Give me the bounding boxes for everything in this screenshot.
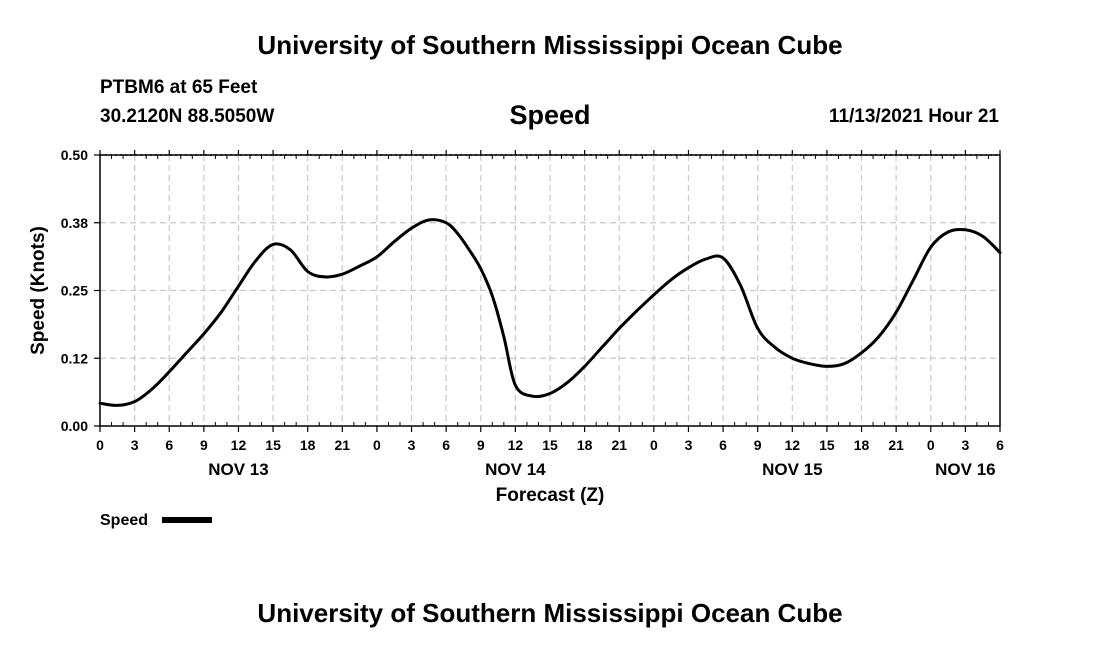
x-tick-label: 0: [927, 437, 935, 453]
x-tick-label: 6: [442, 437, 450, 453]
x-tick-label: 15: [819, 437, 835, 453]
x-tick-label: 18: [300, 437, 316, 453]
legend: Speed: [100, 512, 212, 529]
top-title: University of Southern Mississippi Ocean…: [257, 30, 843, 60]
label-layer: 0 3 6 9 12 15 18 21 0 3 6 9 12 15 18 21 0 3 6 9 12 15 18 21 0 3 6 0…: [61, 147, 1004, 479]
x-tick-label: 0: [373, 437, 381, 453]
x-tick-label: 0: [650, 437, 658, 453]
station-coordinates: 30.2120N 88.5050W: [100, 106, 275, 127]
x-tick-label: 9: [200, 437, 208, 453]
y-tick-label: 0.00: [61, 418, 88, 434]
x-tick-label: 12: [231, 437, 247, 453]
x-tick-label: 3: [685, 437, 693, 453]
day-label: NOV 14: [485, 460, 546, 479]
x-tick-label: 3: [131, 437, 139, 453]
x-tick-label: 0: [96, 437, 104, 453]
legend-swatch-speed: [162, 517, 212, 523]
x-tick-label: 3: [408, 437, 416, 453]
x-tick-label: 3: [961, 437, 969, 453]
y-tick-label: 0.50: [61, 147, 88, 163]
bottom-title: University of Southern Mississippi Ocean…: [257, 598, 843, 628]
tick-layer: [94, 150, 1001, 432]
x-tick-label: 9: [477, 437, 485, 453]
x-tick-label: 15: [542, 437, 558, 453]
x-axis-title: Forecast (Z): [496, 485, 605, 506]
x-tick-label: 15: [265, 437, 281, 453]
x-tick-label: 18: [577, 437, 593, 453]
day-label: NOV 13: [208, 460, 268, 479]
series-line-speed: [98, 218, 1002, 407]
x-tick-label: 6: [996, 437, 1004, 453]
legend-label-speed: Speed: [100, 512, 148, 529]
x-tick-label: 21: [888, 437, 904, 453]
x-tick-label: 9: [754, 437, 762, 453]
day-label: NOV 16: [935, 460, 995, 479]
x-tick-label: 21: [611, 437, 627, 453]
x-tick-label: 12: [785, 437, 801, 453]
forecast-timestamp: 11/13/2021 Hour 21: [828, 106, 999, 127]
y-tick-label: 0.25: [61, 283, 88, 299]
x-tick-label: 21: [335, 437, 351, 453]
y-axis-title: Speed (Knots): [28, 226, 49, 355]
x-tick-label: 6: [719, 437, 727, 453]
chart-title: Speed: [509, 100, 591, 130]
grid-layer: [100, 154, 1000, 426]
y-tick-label: 0.12: [61, 350, 88, 366]
day-label: NOV 15: [762, 460, 822, 479]
x-tick-label: 18: [854, 437, 870, 453]
x-tick-label: 6: [165, 437, 173, 453]
station-name: PTBM6 at 65 Feet: [100, 77, 258, 98]
y-tick-label: 0.38: [61, 215, 88, 231]
x-tick-label: 12: [508, 437, 524, 453]
